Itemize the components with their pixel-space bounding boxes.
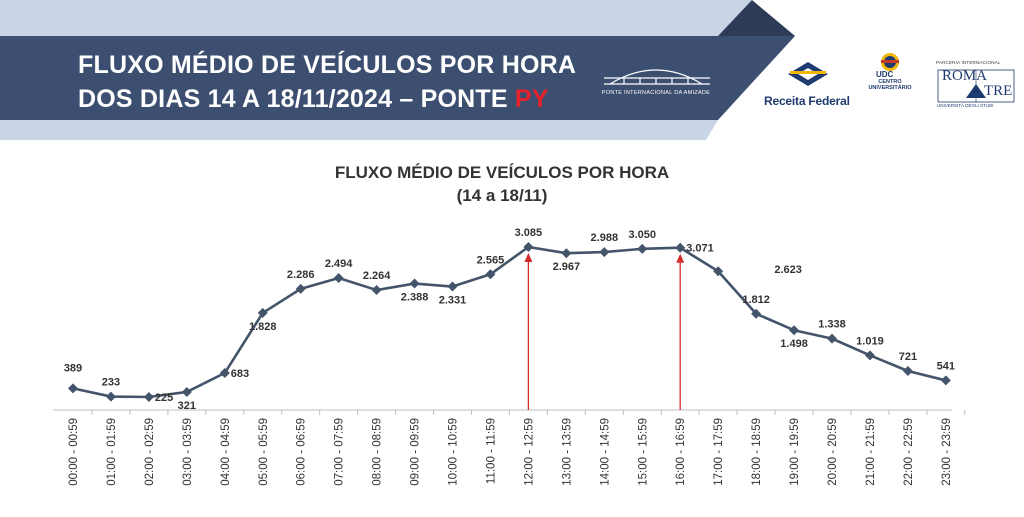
roma-tre-bottom-label: UNIVERSITÀ DEGLI STUDI <box>937 103 994 108</box>
header-graphics <box>0 0 1015 140</box>
data-point-marker <box>827 333 837 344</box>
data-label: 2.623 <box>774 264 802 276</box>
x-tick-label: 22:00 - 22:59 <box>903 418 915 486</box>
data-label: 2.286 <box>287 269 315 281</box>
x-tick-label: 03:00 - 03:59 <box>182 418 194 486</box>
data-label: 1.338 <box>818 319 846 331</box>
udc-logo-icon <box>881 53 899 71</box>
data-point-marker <box>143 392 154 402</box>
x-tick-label: 00:00 - 00:59 <box>68 418 80 486</box>
banner-title-highlight: PY <box>514 85 549 113</box>
bridge-logo <box>604 69 710 85</box>
data-label: 683 <box>231 368 249 380</box>
data-label: 3.071 <box>686 243 714 255</box>
x-tick-label: 05:00 - 05:59 <box>258 418 270 486</box>
data-label: 2.565 <box>477 254 505 266</box>
data-point-marker <box>599 247 610 258</box>
receita-federal-logo-icon <box>788 62 828 86</box>
data-point-marker <box>333 272 344 283</box>
data-label: 721 <box>899 351 917 363</box>
data-point-marker <box>940 375 951 386</box>
x-tick-label: 04:00 - 04:59 <box>220 418 232 486</box>
data-point-marker <box>751 308 762 319</box>
banner-navy <box>0 36 795 120</box>
x-tick-label: 13:00 - 13:59 <box>561 418 573 486</box>
x-tick-label: 02:00 - 02:59 <box>144 418 156 486</box>
x-tick-label: 15:00 - 15:59 <box>637 418 649 486</box>
data-label: 2.967 <box>553 261 581 273</box>
data-label: 233 <box>102 377 120 389</box>
x-tick-label: 12:00 - 12:59 <box>523 418 535 486</box>
x-tick-label: 10:00 - 10:59 <box>448 418 460 486</box>
udc-label: UDC <box>876 70 894 79</box>
data-label: 3.085 <box>515 227 543 239</box>
banner-title-line2: DOS DIAS 14 A 18/11/2024 – PONTE <box>78 85 515 113</box>
data-point-marker <box>409 278 420 289</box>
chart-title: FLUXO MÉDIO DE VEÍCULOS POR HORA <box>334 163 670 182</box>
roma-tre-right-label: TRE <box>984 83 1013 99</box>
receita-federal-label: Receita Federal <box>764 94 850 108</box>
data-label: 3.050 <box>628 229 656 241</box>
data-point-marker <box>485 269 496 280</box>
data-label: 2.331 <box>439 295 467 307</box>
bridge-caption: PONTE INTERNACIONAL DA AMIZADE <box>601 90 711 96</box>
data-point-marker <box>447 281 458 292</box>
roma-tre-top-label: PARCERIA INTERNACIONAL <box>936 60 1001 65</box>
x-tick-label: 07:00 - 07:59 <box>334 418 346 486</box>
series-line <box>72 245 947 399</box>
data-point-marker <box>219 367 230 378</box>
x-tick-label: 18:00 - 18:59 <box>751 418 763 486</box>
data-label: 321 <box>178 400 196 412</box>
banner-light-bottom <box>0 120 718 140</box>
chart-subtitle: (14 a 18/11) <box>456 186 548 205</box>
x-tick-label: 08:00 - 08:59 <box>372 418 384 486</box>
data-point-marker <box>789 325 800 336</box>
data-label: 2.388 <box>401 292 429 304</box>
x-tick-label: 06:00 - 06:59 <box>296 418 308 486</box>
data-point-marker <box>181 386 192 397</box>
data-label: 2.988 <box>591 232 619 244</box>
x-tick-label: 09:00 - 09:59 <box>410 418 422 486</box>
data-point-marker <box>561 248 572 259</box>
banner-light-stripe <box>0 0 752 36</box>
banner-dark-tab <box>718 0 795 36</box>
data-point-marker <box>257 307 268 318</box>
data-point-marker <box>371 285 382 296</box>
data-point-marker <box>675 242 686 253</box>
data-label: 1.019 <box>856 335 884 347</box>
data-label: 2.494 <box>325 258 353 270</box>
highlight-arrow-head <box>676 253 685 263</box>
data-point-marker <box>295 283 306 294</box>
roma-tre-left-label: ROMA <box>942 68 988 84</box>
data-label: 2.264 <box>363 270 391 282</box>
banner-title: FLUXO MÉDIO DE VEÍCULOS POR HORA DOS DIAS… <box>78 48 576 116</box>
data-point-marker <box>68 383 78 394</box>
x-tick-label: 21:00 - 21:59 <box>865 418 877 486</box>
roma-tre-logo-icon <box>937 69 1015 103</box>
data-point-marker <box>105 391 116 402</box>
data-point-marker <box>637 243 648 254</box>
x-tick-label: 16:00 - 16:59 <box>675 418 687 486</box>
data-label: 541 <box>937 360 955 372</box>
x-tick-label: 23:00 - 23:59 <box>941 418 953 486</box>
data-point-marker <box>713 266 724 277</box>
x-tick-label: 11:00 - 11:59 <box>485 418 497 484</box>
banner-title-line1: FLUXO MÉDIO DE VEÍCULOS POR HORA <box>78 51 577 79</box>
data-label: 1.498 <box>780 338 808 350</box>
data-point-marker <box>864 350 875 361</box>
data-point-marker <box>523 242 534 252</box>
data-label: 1.812 <box>742 294 770 306</box>
x-tick-label: 19:00 - 19:59 <box>789 418 801 486</box>
data-label: 225 <box>155 392 173 404</box>
highlight-arrow-head <box>524 253 533 262</box>
x-tick-label: 17:00 - 17:59 <box>713 418 725 486</box>
data-label: 1.828 <box>249 321 277 333</box>
x-tick-label: 01:00 - 01:59 <box>106 418 118 486</box>
data-point-marker <box>902 365 913 376</box>
data-label: 389 <box>64 362 82 374</box>
udc-sub-label: CENTRO UNIVERSITÁRIO <box>868 79 912 91</box>
x-tick-label: 20:00 - 20:59 <box>827 418 839 486</box>
x-tick-label: 14:00 - 14:59 <box>599 418 611 486</box>
